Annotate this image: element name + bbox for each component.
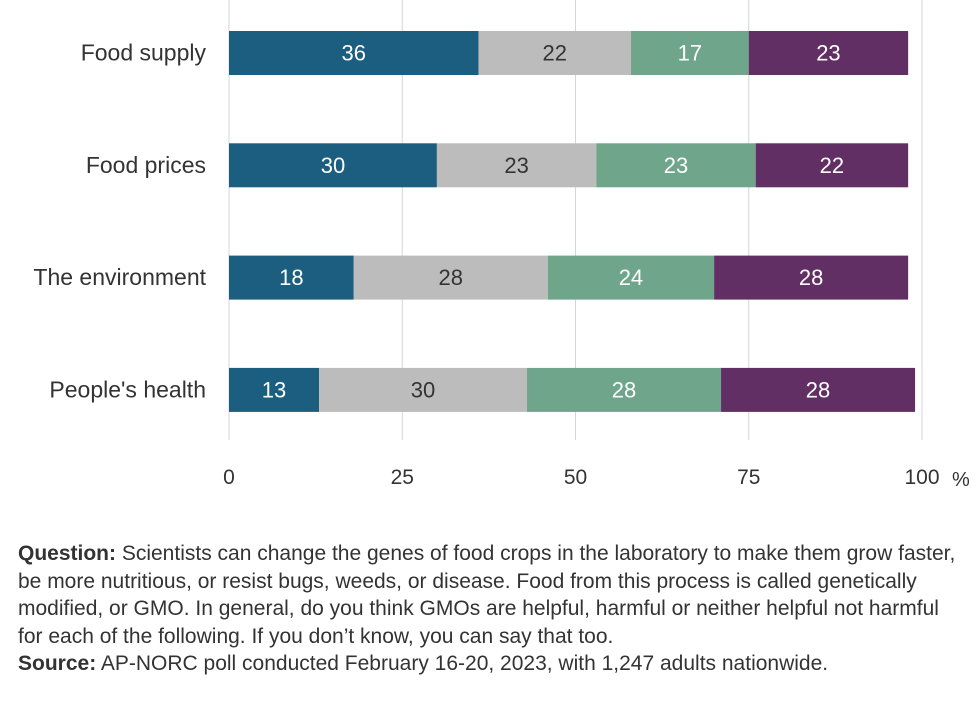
category-label: Food prices bbox=[86, 152, 206, 178]
x-tick-label: 100 bbox=[904, 466, 939, 489]
bar-segment bbox=[229, 143, 437, 188]
bar-segment bbox=[630, 31, 749, 75]
x-tick-label: 75 bbox=[737, 466, 760, 489]
bar-value-label: 28 bbox=[612, 377, 636, 402]
source-text: AP-NORC poll conducted February 16-20, 2… bbox=[96, 652, 829, 675]
bar-value-label: 28 bbox=[439, 265, 463, 290]
x-tick-label: 50 bbox=[564, 466, 587, 489]
bar-value-label: 17 bbox=[678, 41, 702, 66]
bar-value-label: 18 bbox=[279, 265, 303, 290]
source-label: Source: bbox=[18, 652, 97, 675]
bar-segment bbox=[319, 367, 527, 412]
bar-segment bbox=[721, 367, 916, 412]
x-tick-label: 25 bbox=[391, 466, 414, 489]
bar-value-label: 23 bbox=[504, 153, 528, 178]
category-label: People's health bbox=[49, 376, 206, 402]
bar-value-label: 30 bbox=[321, 153, 345, 178]
bar-segment bbox=[353, 255, 548, 300]
bar-value-label: 28 bbox=[806, 377, 830, 402]
category-label: Food supply bbox=[81, 40, 207, 66]
bar-segment bbox=[748, 31, 909, 75]
bar-value-label: 36 bbox=[341, 41, 365, 66]
bar-segment bbox=[526, 367, 722, 412]
question-text: Scientists can change the genes of food … bbox=[18, 542, 956, 648]
category-label: The environment bbox=[33, 264, 206, 290]
bar-segment bbox=[436, 143, 597, 188]
x-tick-label: 0 bbox=[223, 466, 235, 489]
category-labels: Food supply Food prices The environment Peo… bbox=[33, 40, 206, 403]
bar-segment bbox=[478, 31, 631, 75]
chart-notes: Question: Scientists can change the gene… bbox=[18, 540, 968, 678]
question-note: Question: Scientists can change the gene… bbox=[18, 540, 968, 650]
bar-segment bbox=[547, 255, 715, 300]
bar-segment bbox=[714, 255, 909, 300]
bar-value-label: 22 bbox=[542, 41, 566, 66]
bar-segment bbox=[755, 143, 909, 188]
bar-value-label: 13 bbox=[262, 377, 286, 402]
bar-value-label: 22 bbox=[820, 153, 844, 178]
bars: 36 22 17 23 30 23 23 22 18 28 24 28 13 30 28 28 bbox=[229, 31, 916, 412]
source-note: Source: AP-NORC poll conducted February … bbox=[18, 650, 968, 678]
bar-value-label: 28 bbox=[799, 265, 823, 290]
bar-segment bbox=[596, 143, 756, 188]
bar-segment bbox=[229, 367, 320, 412]
bar-value-label: 30 bbox=[411, 377, 435, 402]
bar-segment bbox=[229, 255, 354, 300]
stacked-bar-chart: 36 22 17 23 30 23 23 22 18 28 24 28 13 30 28 28 Food su… bbox=[33, 0, 970, 491]
bar-value-label: 23 bbox=[816, 41, 840, 66]
bar-value-label: 23 bbox=[664, 153, 688, 178]
question-label: Question: bbox=[18, 542, 116, 565]
bar-value-label: 24 bbox=[619, 265, 643, 290]
x-axis-unit: % bbox=[952, 469, 970, 491]
x-axis-ticks: 0 25 50 75 100 bbox=[223, 466, 939, 489]
bar-segment bbox=[229, 31, 479, 75]
